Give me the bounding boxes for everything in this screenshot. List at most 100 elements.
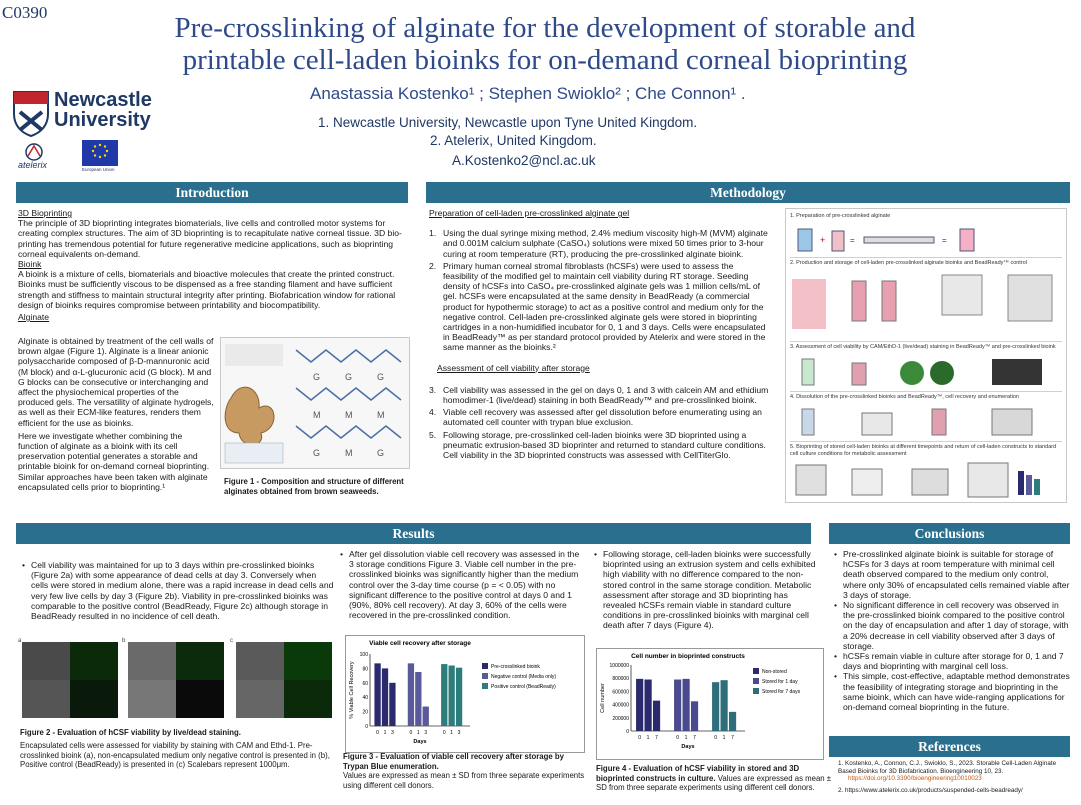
y-tick-label: 20	[362, 710, 368, 716]
intro-heading-alginate: Alginate	[18, 312, 50, 323]
methods-step-1-num: 1.	[429, 228, 437, 239]
results-point-2: After gel dissolution viable cell recove…	[340, 549, 580, 620]
methods-step-2-num: 2.	[429, 260, 437, 271]
svg-text:=: =	[850, 236, 855, 245]
legend-swatch	[482, 663, 488, 669]
workflow-divider-2	[790, 341, 1062, 342]
methods-step-5-text: Following storage, pre-crosslinked cell-…	[443, 429, 766, 461]
figure-2-caption: Figure 2 - Evaluation of hCSF viability …	[20, 728, 241, 737]
intro-heading-bioink: Bioink	[18, 259, 42, 270]
bar	[415, 672, 422, 726]
x-tick-label: 0	[676, 735, 679, 741]
methods-step-4-num: 4.	[429, 407, 437, 418]
workflow-step-1: 1. Preparation of pre-crosslinked algina…	[790, 213, 891, 219]
y-tick-label: 600000	[612, 689, 629, 695]
reference-2[interactable]: 2. https://www.atelerix.co.uk/products/s…	[838, 786, 1023, 794]
bar	[720, 680, 728, 731]
y-tick-label: 1000000	[610, 663, 630, 669]
legend-swatch	[753, 678, 759, 684]
intro-para-bioprinting: The principle of 3D bioprinting integrat…	[18, 218, 402, 259]
x-tick-label: 3	[424, 730, 427, 736]
figure-4-caption-title: Figure 4 - Evaluation of hCSF viability …	[596, 764, 800, 783]
methodology-workflow-figure: 1. Preparation of pre-crosslinked algina…	[785, 208, 1067, 503]
svg-text:=: =	[942, 236, 947, 245]
x-tick-label: 1	[384, 730, 387, 736]
affiliation-2: 2. Atelerix, United Kingdom.	[430, 133, 597, 148]
methods-step-3-num: 3.	[429, 384, 437, 395]
conclusion-3: hCSFs remain viable in culture after sto…	[834, 651, 1072, 671]
methods-step-2-text: Primary human corneal stromal fibroblast…	[443, 260, 766, 353]
legend-swatch	[753, 688, 759, 694]
results-col-1: Cell viability was maintained for up to …	[22, 560, 334, 621]
figure-3-chart: Viable cell recovery after storage 0 20 40 6…	[349, 640, 556, 745]
eu-stars-icon	[91, 143, 109, 159]
panel-a-label: a	[18, 638, 22, 644]
atelerix-icon	[25, 143, 43, 161]
x-tick-label: 3	[458, 730, 461, 736]
microscopy-panel-b	[128, 642, 224, 718]
y-tick-label: 80	[362, 666, 368, 672]
intro-text-left: Alginate is obtained by treatment of the…	[18, 336, 214, 492]
workflow-divider-3	[790, 391, 1062, 392]
workflow-step-3: 3. Assessment of cell viability by CAM/E…	[790, 344, 1056, 350]
x-axis-label: Days	[681, 744, 694, 750]
atelerix-text: atelerix	[18, 160, 48, 170]
references-list: 1. Kostenko, A., Connon, C.J., Swioklo, …	[838, 760, 1072, 794]
legend-swatch	[482, 683, 488, 689]
methods-header: Methodology	[426, 182, 1070, 203]
x-tick-label: 0	[443, 730, 446, 736]
bar	[644, 679, 652, 731]
workflow-step-5: 5. Bioprinting of stored cell-laden bioi…	[790, 444, 1057, 457]
figure-4-note: Values are expressed as mean ± SD from t…	[596, 773, 832, 793]
figure-1-image: G G G M M M G M G	[220, 337, 410, 469]
workflow-step-2: 2. Production and storage of cell-laden …	[790, 260, 1027, 266]
bar	[374, 663, 381, 726]
svg-text:G: G	[377, 372, 384, 382]
figure-4-chart-frame: Cell number in bioprinted constructs 0 200…	[596, 648, 824, 760]
methods-step-1: 1. Using the dual syringe mixing method, …	[429, 228, 769, 259]
methods-step-5: 5. Following storage, pre-crosslinked cel…	[429, 430, 769, 461]
methods-step-3-text: Cell viability was assessed in the gel o…	[443, 384, 769, 406]
legend-label: Pre-crosslinked bioink	[491, 664, 540, 670]
y-tick-label: 800000	[612, 676, 629, 682]
chart-title: Cell number in bioprinted constructs	[631, 653, 745, 660]
x-tick-label: 0	[376, 730, 379, 736]
y-axis-label: Cell number	[600, 683, 606, 713]
y-tick-label: 200000	[612, 716, 629, 722]
x-tick-label: 1	[450, 730, 453, 736]
x-axis-label: Days	[413, 739, 426, 745]
figure-3-chart-frame: Viable cell recovery after storage 0 20 40 6…	[345, 635, 585, 753]
affiliation-1: 1. Newcastle University, Newcastle upon …	[318, 115, 698, 130]
intro-heading-bioprinting: 3D Bioprinting	[18, 208, 72, 218]
legend-swatch	[753, 668, 759, 674]
figure-3-caption: Figure 3 - Evaluation of viable cell rec…	[343, 752, 564, 771]
workflow-divider-1	[790, 257, 1062, 258]
reference-1-link[interactable]: https://doi.org/10.3390/bioengineering10…	[848, 775, 982, 783]
methods-step-4-text: Viable cell recovery was assessed after …	[443, 407, 762, 428]
bar	[407, 663, 415, 726]
results-point-1: Cell viability was maintained for up to …	[22, 560, 334, 621]
y-tick-label: 0	[365, 724, 368, 730]
conclusions-list: Pre-crosslinked alginate bioink is suita…	[834, 549, 1072, 712]
newcastle-logo-text: Newcastle University	[54, 89, 152, 131]
svg-text:G: G	[313, 448, 320, 458]
figure-2-note: Encapsulated cells were assessed for via…	[20, 741, 330, 769]
figure-2-microscopy: a b c	[18, 638, 336, 720]
bioprinting-icon	[795, 462, 1040, 498]
bar	[422, 706, 429, 726]
y-tick-label: 400000	[612, 703, 629, 709]
poster-title: Pre-crosslinking of alginate for the dev…	[95, 12, 995, 76]
methods-step-2: 2. Primary human corneal stromal fibrobla…	[429, 261, 769, 353]
results-header: Results	[16, 523, 811, 544]
x-tick-label: 1	[417, 730, 420, 736]
reference-1: 1. Kostenko, A., Connon, C.J., Swioklo, …	[838, 760, 1057, 775]
x-tick-label: 1	[723, 735, 726, 741]
x-tick-label: 7	[655, 735, 658, 741]
methods-text: Preparation of cell-laden pre-crosslinke…	[429, 208, 769, 462]
intro-para-alginate: Alginate is obtained by treatment of the…	[18, 336, 214, 428]
bar	[690, 701, 699, 731]
bioink-storage-icon	[792, 274, 1053, 329]
figure-4-chart: Cell number in bioprinted constructs 0 200…	[600, 653, 801, 750]
cell-recovery-icon	[801, 408, 1033, 436]
title-line-2: printable cell-laden bioinks for on-dema…	[182, 44, 908, 76]
